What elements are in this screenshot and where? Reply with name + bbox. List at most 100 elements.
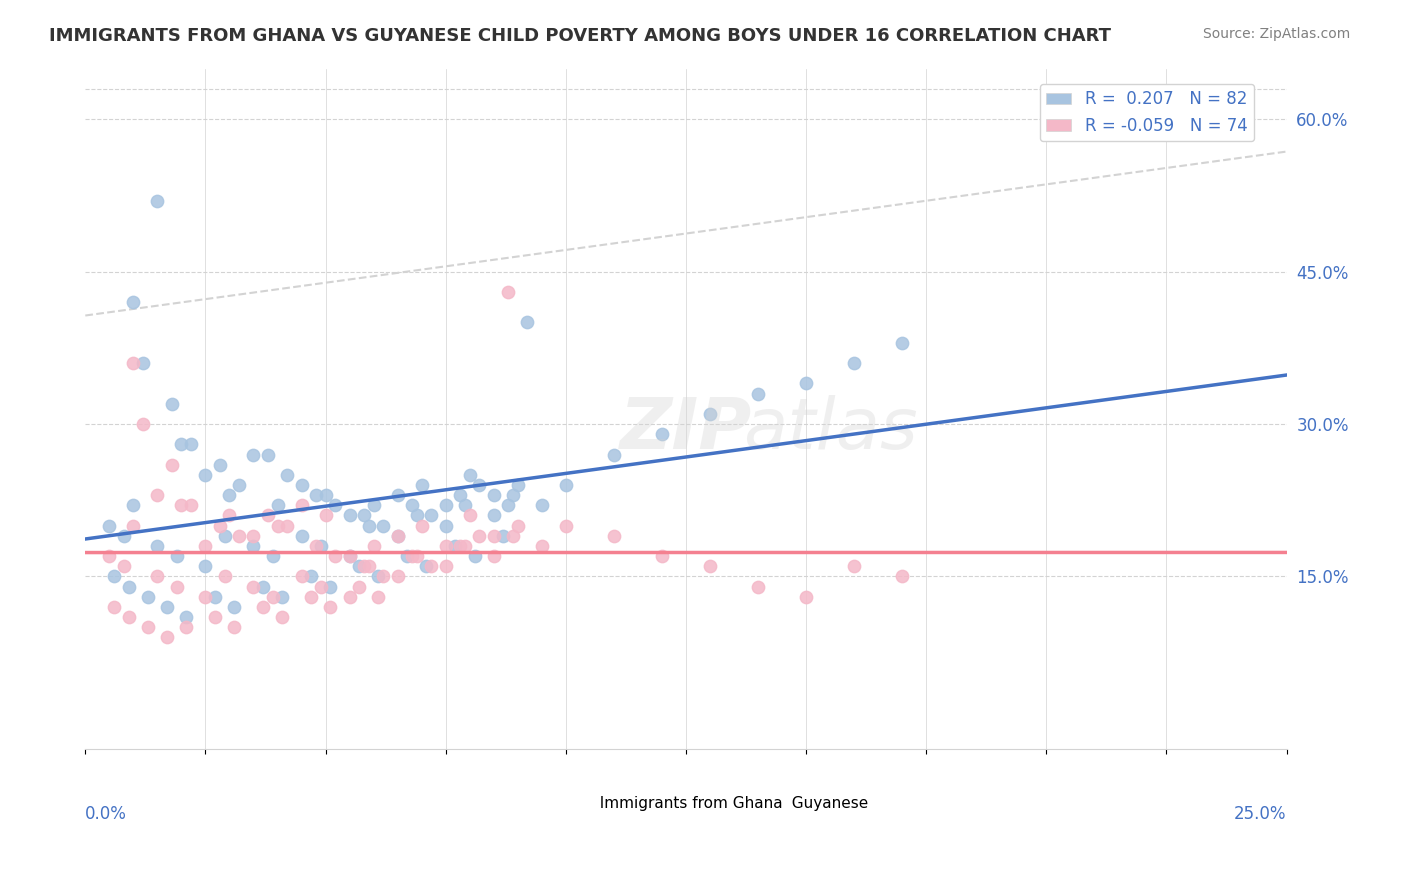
Point <box>305 488 328 502</box>
Point <box>194 539 217 553</box>
Point <box>411 518 433 533</box>
Point <box>323 498 346 512</box>
Point <box>387 529 409 543</box>
Point <box>194 467 217 482</box>
Point <box>271 610 294 624</box>
Point <box>747 580 769 594</box>
Point <box>290 529 312 543</box>
Point <box>699 407 721 421</box>
Point <box>262 590 284 604</box>
Point <box>156 631 179 645</box>
Point <box>122 498 145 512</box>
Point <box>458 467 481 482</box>
Point <box>257 448 280 462</box>
Point <box>482 488 505 502</box>
Point <box>434 518 457 533</box>
Point <box>103 599 125 614</box>
Point <box>276 467 298 482</box>
Point <box>194 590 217 604</box>
Point <box>319 599 342 614</box>
Point <box>401 549 423 563</box>
Point <box>194 559 217 574</box>
Point <box>353 559 375 574</box>
FancyBboxPatch shape <box>752 793 782 814</box>
Point <box>132 356 155 370</box>
Point <box>449 539 471 553</box>
Point <box>339 508 361 523</box>
Point <box>603 448 626 462</box>
Point <box>530 498 553 512</box>
Point <box>387 488 409 502</box>
Point <box>530 539 553 553</box>
Point <box>405 549 427 563</box>
Point <box>170 437 193 451</box>
Point <box>891 335 914 350</box>
Point <box>262 549 284 563</box>
Point <box>146 569 169 583</box>
Point <box>842 356 865 370</box>
Point <box>411 478 433 492</box>
Point <box>373 518 395 533</box>
Point <box>166 580 188 594</box>
Point <box>214 529 236 543</box>
Point <box>357 518 380 533</box>
Point <box>146 488 169 502</box>
Point <box>299 590 322 604</box>
Text: atlas: atlas <box>742 395 918 464</box>
Point <box>160 458 183 472</box>
Point <box>242 539 264 553</box>
Point <box>794 590 817 604</box>
Point <box>434 539 457 553</box>
Point <box>266 498 288 512</box>
Point <box>122 356 145 370</box>
Point <box>516 316 538 330</box>
Point <box>468 478 491 492</box>
Point <box>401 498 423 512</box>
Text: Immigrants from Ghana: Immigrants from Ghana <box>591 796 783 811</box>
Point <box>112 559 135 574</box>
Point <box>323 549 346 563</box>
Point <box>309 539 332 553</box>
Point <box>290 498 312 512</box>
Point <box>373 569 395 583</box>
Point <box>290 569 312 583</box>
Point <box>299 569 322 583</box>
Point <box>367 590 389 604</box>
Text: Guyanese: Guyanese <box>782 796 869 811</box>
Point <box>347 559 370 574</box>
Point <box>363 539 385 553</box>
Point <box>420 559 443 574</box>
Point <box>554 518 576 533</box>
Point <box>347 580 370 594</box>
Point <box>463 549 485 563</box>
Point <box>315 508 337 523</box>
Point <box>353 508 375 523</box>
Point <box>180 498 202 512</box>
Point <box>276 518 298 533</box>
Text: 25.0%: 25.0% <box>1234 805 1286 823</box>
Point <box>699 559 721 574</box>
Point <box>415 559 437 574</box>
Point <box>420 508 443 523</box>
Point <box>180 437 202 451</box>
Point <box>319 580 342 594</box>
Point <box>103 569 125 583</box>
Point <box>170 498 193 512</box>
Point <box>309 580 332 594</box>
Point <box>290 478 312 492</box>
Point <box>482 549 505 563</box>
Point <box>98 518 121 533</box>
Point <box>747 386 769 401</box>
Point <box>228 478 250 492</box>
Point <box>315 488 337 502</box>
Point <box>458 508 481 523</box>
Point <box>434 559 457 574</box>
Text: ZIP: ZIP <box>620 395 752 464</box>
Point <box>449 488 471 502</box>
Point <box>122 295 145 310</box>
Point <box>174 620 197 634</box>
Point <box>160 397 183 411</box>
Point <box>146 539 169 553</box>
Point <box>271 590 294 604</box>
Point <box>554 478 576 492</box>
